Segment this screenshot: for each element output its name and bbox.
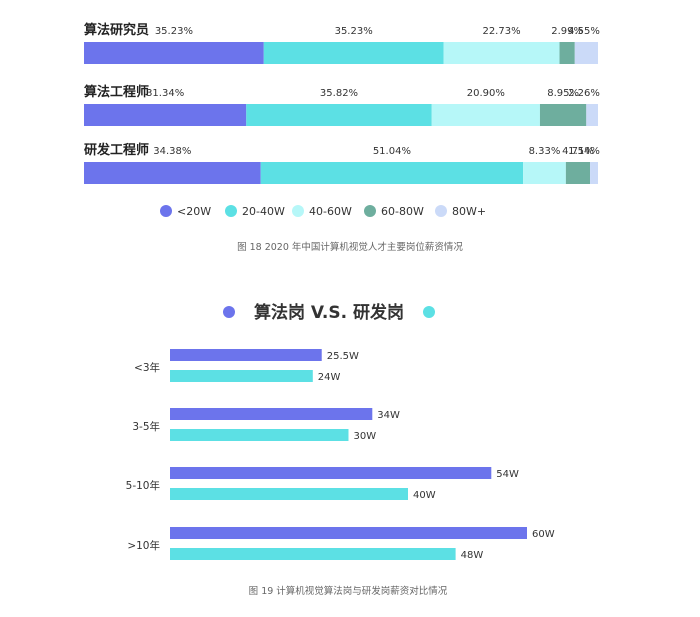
stacked-chart-legend: <20W 20-40W 40-60W 60-80W 80W+ bbox=[160, 205, 486, 218]
segment-percent-label: 35.23% bbox=[155, 26, 193, 37]
legend-label: <20W bbox=[177, 205, 211, 218]
stacked-bar-segment bbox=[574, 42, 598, 64]
segment-percent-label: 34.38% bbox=[153, 146, 191, 157]
segment-percent-label: 20.90% bbox=[467, 88, 505, 99]
stacked-bar-segment bbox=[559, 42, 575, 64]
legend-label: 80W+ bbox=[452, 205, 486, 218]
row-label: 算法研究员 bbox=[84, 22, 149, 38]
segment-percent-label: 8.33% bbox=[529, 146, 561, 157]
stacked-bar-segment bbox=[590, 162, 598, 184]
row-label: 算法工程师 bbox=[84, 84, 149, 100]
stacked-bar-segment bbox=[565, 162, 591, 184]
legend-marker bbox=[225, 205, 237, 217]
category-label: <3年 bbox=[134, 361, 160, 374]
comparison-chart-title: 算法岗 V.S. 研发岗 bbox=[223, 302, 435, 323]
segment-percent-label: 31.34% bbox=[146, 88, 184, 99]
bar-value-label: 24W bbox=[318, 372, 341, 383]
legend-label: 20-40W bbox=[242, 205, 285, 218]
legend-marker-dev bbox=[423, 306, 435, 318]
stacked-bar-segment bbox=[431, 104, 540, 126]
algo-bar bbox=[170, 467, 492, 479]
stacked-bar-segment bbox=[539, 104, 587, 126]
row-label: 研发工程师 bbox=[84, 142, 149, 158]
stacked-bar-segment bbox=[84, 104, 247, 126]
segment-percent-label: 2.26% bbox=[568, 88, 600, 99]
legend-marker bbox=[160, 205, 172, 217]
bar-value-label: 25.5W bbox=[327, 351, 359, 362]
segment-percent-label: 2.99% bbox=[551, 26, 583, 37]
stacked-bar-segment bbox=[246, 104, 432, 126]
dev-bar bbox=[170, 429, 349, 441]
figure-19-caption: 图 19 计算机视觉算法岗与研发岗薪资对比情况 bbox=[249, 585, 448, 597]
bar-value-label: 54W bbox=[496, 469, 519, 480]
algo-bar bbox=[170, 527, 527, 539]
dev-bar bbox=[170, 370, 313, 382]
stacked-bar-segment bbox=[523, 162, 566, 184]
bar-value-label: 60W bbox=[532, 529, 555, 540]
legend-marker bbox=[364, 205, 376, 217]
legend-marker bbox=[292, 205, 304, 217]
segment-percent-label: 8.95% bbox=[547, 88, 579, 99]
segment-percent-label: 4.71% bbox=[562, 146, 594, 157]
stacked-bar-segment bbox=[260, 162, 524, 184]
segment-percent-label: 35.82% bbox=[320, 88, 358, 99]
stacked-salary-chart: 算法研究员 35.23% 35.23% 22.73% 2.99%4.55% 算法工程师31… bbox=[84, 22, 600, 184]
segment-percent-label: 22.73% bbox=[482, 26, 520, 37]
legend-marker-algo bbox=[223, 306, 235, 318]
dev-bar bbox=[170, 488, 408, 500]
algo-bar bbox=[170, 349, 322, 361]
bar-value-label: 48W bbox=[461, 550, 484, 561]
legend-marker bbox=[435, 205, 447, 217]
stacked-bar-segment bbox=[84, 162, 261, 184]
stacked-bar-segment bbox=[84, 42, 264, 64]
segment-percent-label: 35.23% bbox=[335, 26, 373, 37]
segment-percent-label: 51.04% bbox=[373, 146, 411, 157]
segment-percent-label: 1.54% bbox=[568, 146, 600, 157]
category-label: >10年 bbox=[127, 539, 160, 552]
stacked-bar-segment bbox=[443, 42, 560, 64]
algo-bar bbox=[170, 408, 373, 420]
legend-label: 40-60W bbox=[309, 205, 352, 218]
bar-value-label: 30W bbox=[354, 431, 377, 442]
stacked-bar-segment bbox=[586, 104, 598, 126]
bar-value-label: 34W bbox=[377, 410, 400, 421]
category-label: 3-5年 bbox=[132, 420, 160, 433]
figure-18-caption: 图 18 2020 年中国计算机视觉人才主要岗位薪资情况 bbox=[237, 241, 463, 253]
category-label: 5-10年 bbox=[126, 479, 160, 492]
bar-value-label: 40W bbox=[413, 490, 436, 501]
dev-bar bbox=[170, 548, 456, 560]
segment-percent-label: 4.55% bbox=[568, 26, 600, 37]
legend-label: 60-80W bbox=[381, 205, 424, 218]
stacked-bar-segment bbox=[263, 42, 444, 64]
comparison-title-text: 算法岗 V.S. 研发岗 bbox=[253, 302, 404, 323]
